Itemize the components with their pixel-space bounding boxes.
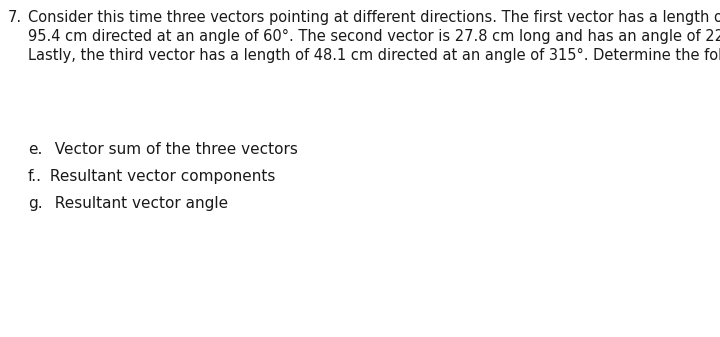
Text: Lastly, the third vector has a length of 48.1 cm directed at an angle of 315°. D: Lastly, the third vector has a length of… [28, 48, 720, 63]
Text: e.: e. [28, 142, 42, 157]
Text: g.: g. [28, 196, 42, 211]
Text: Resultant vector angle: Resultant vector angle [45, 196, 228, 211]
Text: f..: f.. [28, 169, 42, 184]
Text: Consider this time three vectors pointing at different directions. The first vec: Consider this time three vectors pointin… [28, 10, 720, 25]
Text: Resultant vector components: Resultant vector components [45, 169, 275, 184]
Text: Vector sum of the three vectors: Vector sum of the three vectors [45, 142, 298, 157]
Text: 7.: 7. [8, 10, 22, 25]
Text: 95.4 cm directed at an angle of 60°. The second vector is 27.8 cm long and has a: 95.4 cm directed at an angle of 60°. The… [28, 29, 720, 44]
